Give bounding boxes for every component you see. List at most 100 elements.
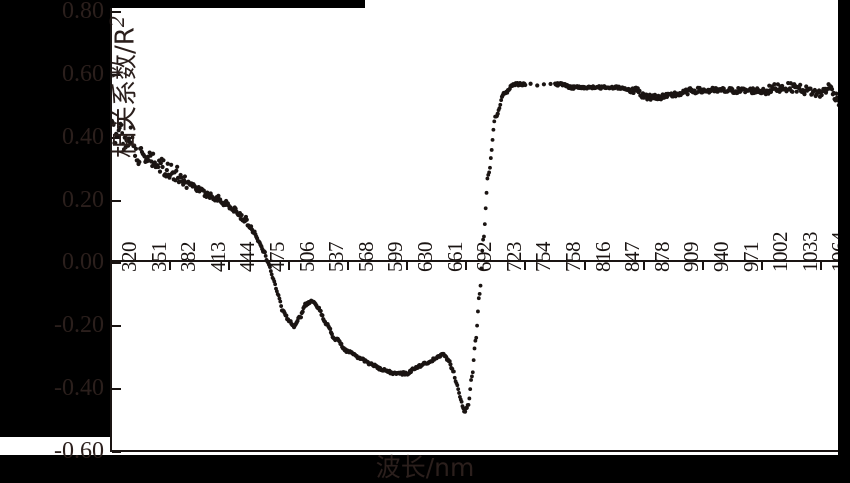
curve-point — [541, 82, 546, 87]
curve-point — [498, 102, 503, 107]
curve-point — [277, 296, 282, 301]
curve-point — [772, 82, 777, 87]
curve-point — [298, 315, 304, 320]
curve-point — [488, 156, 493, 160]
curve-point — [652, 92, 658, 97]
curve-point — [157, 169, 163, 174]
x-tick-label: 382 — [176, 242, 201, 272]
curve-point — [794, 89, 799, 94]
x-tick-label: 661 — [442, 242, 467, 272]
lower-left-paper-strip — [0, 437, 110, 455]
curve-point — [142, 154, 147, 159]
curve-point — [528, 81, 533, 86]
curve-point — [273, 282, 278, 287]
curve-point — [482, 234, 486, 239]
curve-point — [490, 137, 495, 142]
y-tick-label: 0.00 — [62, 249, 104, 276]
y-axis-title: 相关系数/R2 — [104, 16, 141, 158]
x-tick-mark — [110, 262, 112, 270]
curve-point — [132, 143, 137, 148]
curve-point — [328, 326, 333, 331]
x-tick-label: 320 — [117, 242, 141, 272]
curve-point — [111, 123, 116, 127]
y-tick-label: 0.40 — [62, 123, 104, 150]
curve-point — [491, 127, 496, 132]
curve-point — [138, 146, 144, 151]
curve-point — [451, 369, 456, 374]
x-tick-mark — [346, 262, 349, 270]
curve-point — [730, 87, 735, 92]
x-tick-mark — [524, 262, 527, 270]
curve-point — [482, 222, 487, 227]
curve-point — [484, 190, 489, 195]
curve-point — [126, 136, 132, 141]
curve-point — [452, 375, 457, 380]
x-tick-label: 413 — [205, 242, 230, 272]
curve-point — [274, 289, 279, 294]
curve-point — [473, 338, 478, 343]
y-tick-mark — [112, 451, 121, 453]
plot-panel-background — [110, 8, 850, 455]
curve-point — [497, 106, 502, 111]
curve-point — [472, 346, 477, 351]
curve-point — [279, 304, 284, 308]
correlation-curve — [110, 80, 838, 414]
x-tick-label: 878 — [649, 242, 674, 272]
curve-point — [318, 308, 323, 314]
x-tick-mark — [465, 262, 468, 270]
x-tick-label: 475 — [265, 242, 289, 272]
y-tick-label: 0.20 — [62, 186, 104, 213]
x-tick-label: 351 — [146, 242, 171, 272]
curve-point — [448, 362, 453, 367]
curve-point — [478, 283, 483, 288]
curve-point — [126, 143, 131, 148]
x-tick-label: 816 — [590, 242, 615, 272]
y-tick-mark — [112, 325, 121, 328]
curve-point — [479, 266, 484, 271]
curve-point — [808, 86, 813, 91]
curve-point — [480, 248, 485, 253]
curve-point — [161, 158, 166, 163]
curve-point — [477, 292, 482, 296]
curve-point — [761, 86, 766, 91]
curve-point — [165, 161, 170, 166]
curve-point — [468, 387, 473, 391]
y-tick-label: 0.60 — [62, 60, 104, 87]
x-tick-mark — [228, 262, 231, 270]
y-tick-label: -0.60 — [54, 438, 104, 464]
x-tick-mark — [406, 262, 408, 270]
curve-point — [467, 396, 472, 401]
y-tick-label: -0.40 — [54, 375, 104, 402]
x-tick-mark — [642, 262, 645, 270]
curve-point — [268, 269, 273, 273]
x-tick-label: 847 — [620, 242, 645, 272]
y-axis-line — [110, 8, 112, 452]
x-tick-mark — [287, 262, 290, 270]
curve-point — [492, 119, 497, 124]
curve-point — [780, 83, 785, 89]
curve-point — [457, 391, 461, 395]
curve-point — [120, 131, 125, 135]
curve-point — [470, 374, 474, 379]
y-tick-label: 0.80 — [62, 0, 104, 24]
x-tick-label: 723 — [501, 242, 526, 272]
curve-point — [685, 92, 690, 97]
curve-point — [262, 250, 267, 255]
curve-point — [459, 399, 464, 404]
curve-point — [158, 161, 163, 166]
x-tick-mark — [169, 262, 172, 270]
curve-point — [174, 168, 179, 173]
curve-point — [466, 402, 471, 407]
y-axis-title-superscript: 2 — [105, 16, 129, 28]
curve-point — [320, 313, 325, 318]
right-crop-bar — [838, 0, 850, 483]
curve-point — [470, 370, 475, 375]
x-tick-label: 758 — [561, 242, 585, 272]
curve-point — [268, 265, 272, 269]
x-axis-zero-line — [110, 260, 838, 262]
curve-point — [119, 122, 124, 128]
curve-point — [471, 358, 476, 363]
y-tick-label: -0.20 — [54, 312, 104, 339]
x-tick-label: 754 — [531, 242, 556, 272]
x-tick-label: 971 — [738, 242, 763, 272]
